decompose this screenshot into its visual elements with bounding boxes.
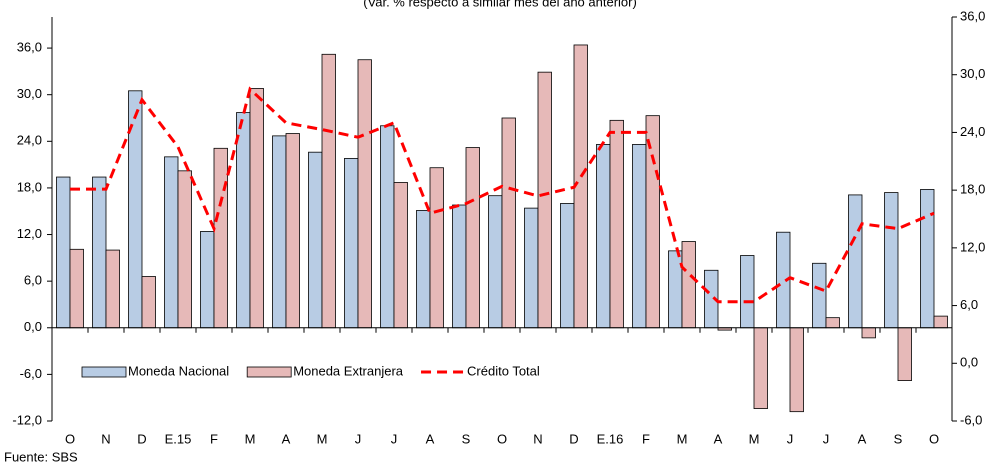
bar xyxy=(213,147,228,329)
legend-swatch xyxy=(81,366,127,378)
y2-tick-label: 18,0 xyxy=(960,182,985,197)
x-tick-label: N xyxy=(101,431,110,446)
bar xyxy=(920,189,935,329)
bar xyxy=(632,144,647,329)
y2-tick-label: 6,0 xyxy=(960,297,978,312)
bar xyxy=(753,327,768,409)
bar xyxy=(56,176,71,329)
x-tick-label: J xyxy=(391,431,398,446)
x-tick-label: M xyxy=(245,431,256,446)
bar xyxy=(897,327,912,381)
bar xyxy=(357,59,372,329)
bar xyxy=(308,151,323,329)
bar xyxy=(164,156,179,329)
bar xyxy=(285,133,300,329)
bar xyxy=(344,157,359,329)
x-tick-label: O xyxy=(497,431,507,446)
x-tick-label: A xyxy=(426,431,435,446)
bar xyxy=(933,315,948,329)
y-tick-label: 18,0 xyxy=(17,179,42,194)
y-tick-label: 6,0 xyxy=(24,273,42,288)
x-tick-label: J xyxy=(787,431,794,446)
x-tick-label: E.16 xyxy=(597,431,624,446)
x-tick-label: E.15 xyxy=(165,431,192,446)
y-tick-label: 24,0 xyxy=(17,133,42,148)
y-tick-label: -12,0 xyxy=(12,412,42,427)
bar xyxy=(177,170,192,329)
bar xyxy=(488,195,503,329)
bar xyxy=(105,249,120,329)
x-tick-label: J xyxy=(823,431,830,446)
bar xyxy=(416,210,431,329)
legend-label: Moneda Nacional xyxy=(128,363,229,378)
bar xyxy=(681,241,696,329)
x-tick-label: S xyxy=(462,431,471,446)
y-tick-label: 36,0 xyxy=(17,40,42,55)
bar xyxy=(848,194,863,329)
x-tick-label: A xyxy=(714,431,723,446)
bar xyxy=(92,176,107,329)
y2-tick-label: -6,0 xyxy=(960,412,982,427)
y2-tick-label: 36,0 xyxy=(960,8,985,23)
bar xyxy=(609,119,624,329)
bar xyxy=(812,262,827,329)
x-tick-label: M xyxy=(317,431,328,446)
bar xyxy=(200,231,215,329)
bar xyxy=(524,207,539,329)
bar xyxy=(560,203,575,329)
bar xyxy=(321,53,336,329)
legend-swatch xyxy=(246,366,292,378)
x-tick-label: F xyxy=(210,431,218,446)
source-note: Fuente: SBS xyxy=(4,449,78,464)
y-tick-label: 30,0 xyxy=(17,86,42,101)
x-tick-label: D xyxy=(569,431,578,446)
bar xyxy=(429,167,444,329)
bar xyxy=(141,276,156,329)
chart-title: (Var. % respecto a similar mes del año a… xyxy=(363,0,637,9)
bar xyxy=(740,255,755,329)
bar xyxy=(69,248,84,329)
y2-tick-label: 30,0 xyxy=(960,66,985,81)
bar xyxy=(249,88,264,329)
bar xyxy=(501,117,516,329)
bar xyxy=(645,115,660,329)
bar xyxy=(465,147,480,329)
line xyxy=(70,86,935,304)
x-tick-label: D xyxy=(137,431,146,446)
x-tick-label: S xyxy=(894,431,903,446)
x-tick-label: J xyxy=(355,431,362,446)
legend-label: Moneda Extranjera xyxy=(293,363,404,378)
bar xyxy=(789,327,804,413)
x-tick-label: A xyxy=(858,431,867,446)
y-tick-label: 12,0 xyxy=(17,226,42,241)
x-tick-label: M xyxy=(677,431,688,446)
y2-tick-label: 12,0 xyxy=(960,239,985,254)
y2-tick-label: 24,0 xyxy=(960,124,985,139)
bar xyxy=(825,317,840,329)
bar xyxy=(452,204,467,329)
bar xyxy=(393,182,408,329)
bar xyxy=(380,125,395,329)
bar xyxy=(236,112,251,329)
x-tick-label: O xyxy=(929,431,939,446)
legend-label: Crédito Total xyxy=(467,363,540,378)
x-tick-label: A xyxy=(282,431,291,446)
bar xyxy=(272,135,287,329)
bar xyxy=(596,144,611,329)
x-tick-label: N xyxy=(533,431,542,446)
y2-tick-label: 0,0 xyxy=(960,355,978,370)
x-tick-label: F xyxy=(642,431,650,446)
y-tick-label: 0,0 xyxy=(24,319,42,334)
x-tick-label: O xyxy=(65,431,75,446)
y-tick-label: -6,0 xyxy=(20,366,42,381)
bar xyxy=(884,192,899,329)
x-tick-label: M xyxy=(749,431,760,446)
bar xyxy=(861,327,876,339)
bar xyxy=(668,250,683,329)
bar xyxy=(537,71,552,329)
